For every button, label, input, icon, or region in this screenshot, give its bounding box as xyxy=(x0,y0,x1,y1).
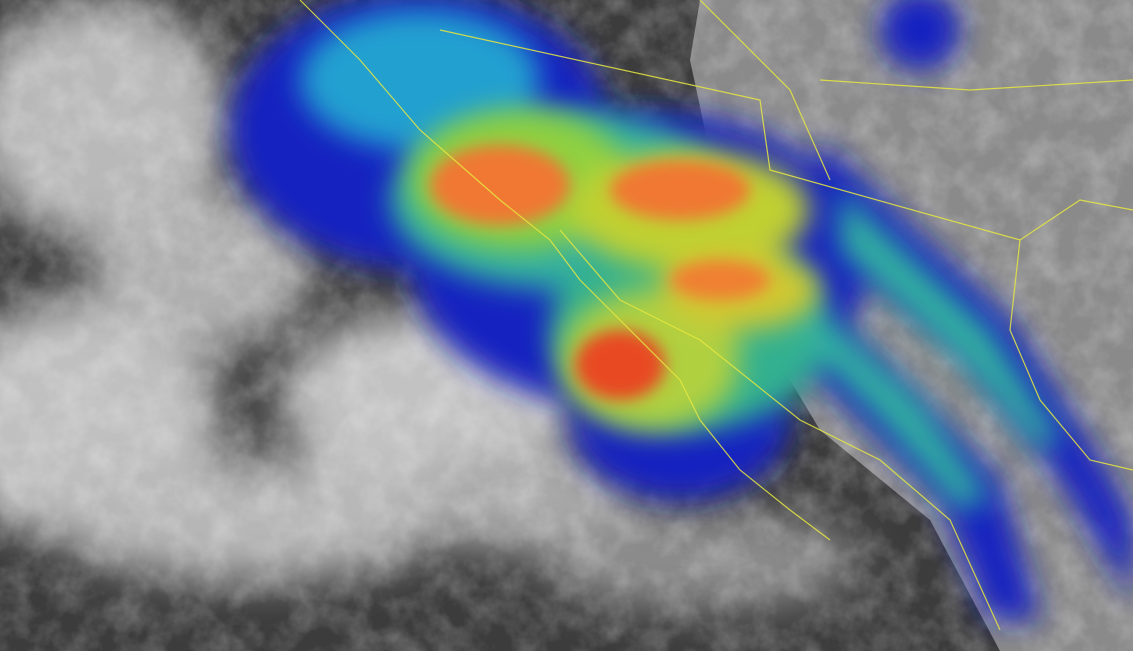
boundary-lines xyxy=(299,0,1133,631)
storm-ir-orange-red xyxy=(430,145,770,400)
